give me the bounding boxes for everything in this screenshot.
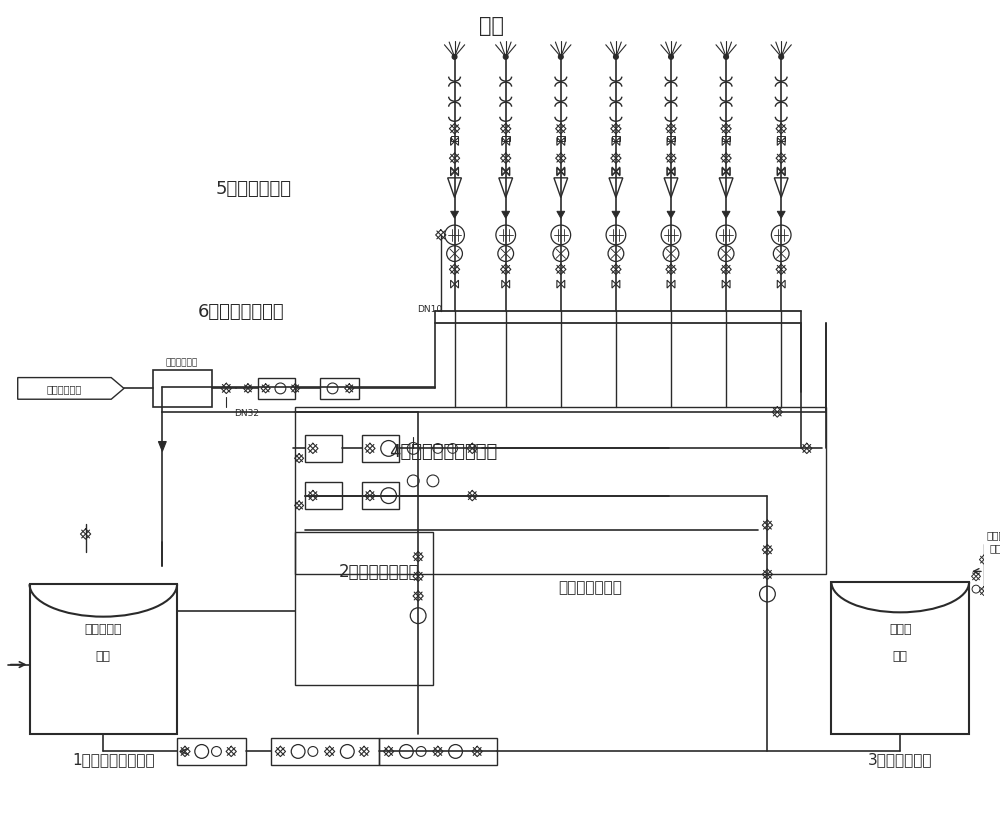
Text: 3、稀释水系统: 3、稀释水系统 — [868, 751, 933, 766]
Bar — [502, 136, 510, 142]
Polygon shape — [557, 212, 565, 219]
Text: 5、喷射层系统: 5、喷射层系统 — [216, 179, 292, 198]
Text: 4、计量混合分配系统: 4、计量混合分配系统 — [389, 442, 497, 461]
Circle shape — [503, 55, 508, 60]
Text: 喷枪: 喷枪 — [479, 17, 504, 36]
Text: 进口: 进口 — [989, 543, 1000, 552]
Text: DN32: DN32 — [234, 409, 259, 418]
Text: 稀释水: 稀释水 — [889, 622, 912, 635]
Polygon shape — [612, 212, 620, 219]
Bar — [612, 136, 620, 142]
Bar — [557, 136, 565, 142]
Bar — [271, 738, 379, 765]
Polygon shape — [451, 212, 458, 219]
Text: 储罐: 储罐 — [96, 649, 111, 662]
Polygon shape — [158, 442, 166, 452]
Text: 储罐: 储罐 — [893, 649, 908, 662]
Circle shape — [452, 55, 457, 60]
Bar — [295, 533, 433, 685]
Bar — [30, 585, 177, 734]
Polygon shape — [777, 212, 785, 219]
Bar — [362, 435, 399, 462]
Text: 稀释水输送系统: 稀释水输送系统 — [558, 579, 622, 594]
Bar — [362, 482, 399, 509]
Text: 1、硫酸铵溶液系统: 1、硫酸铵溶液系统 — [72, 751, 154, 766]
Text: 压缩空气储罐: 压缩空气储罐 — [166, 358, 198, 367]
Bar — [305, 482, 342, 509]
Circle shape — [613, 55, 618, 60]
Circle shape — [669, 55, 673, 60]
Polygon shape — [667, 212, 675, 219]
Text: 除盐水: 除盐水 — [986, 529, 1000, 539]
Bar — [451, 136, 458, 142]
Bar — [305, 435, 342, 462]
Circle shape — [558, 55, 563, 60]
Circle shape — [779, 55, 784, 60]
Bar — [320, 378, 359, 399]
Bar — [153, 370, 212, 408]
Bar — [295, 408, 826, 575]
Polygon shape — [502, 212, 510, 219]
Bar — [777, 136, 785, 142]
Bar — [379, 738, 497, 765]
Text: 硫酸铵溶液: 硫酸铵溶液 — [85, 622, 122, 635]
Bar — [177, 738, 246, 765]
Text: 厂用压缩空气: 厂用压缩空气 — [47, 384, 82, 394]
Bar — [722, 136, 730, 142]
Text: 2、溶液输送系统: 2、溶液输送系统 — [338, 562, 419, 581]
Circle shape — [724, 55, 729, 60]
Text: 6、压缩空气系统: 6、压缩空气系统 — [198, 303, 284, 320]
Polygon shape — [722, 212, 730, 219]
Text: DN10: DN10 — [417, 305, 443, 313]
Bar — [258, 378, 295, 399]
Bar — [831, 582, 969, 734]
Bar — [667, 136, 675, 142]
